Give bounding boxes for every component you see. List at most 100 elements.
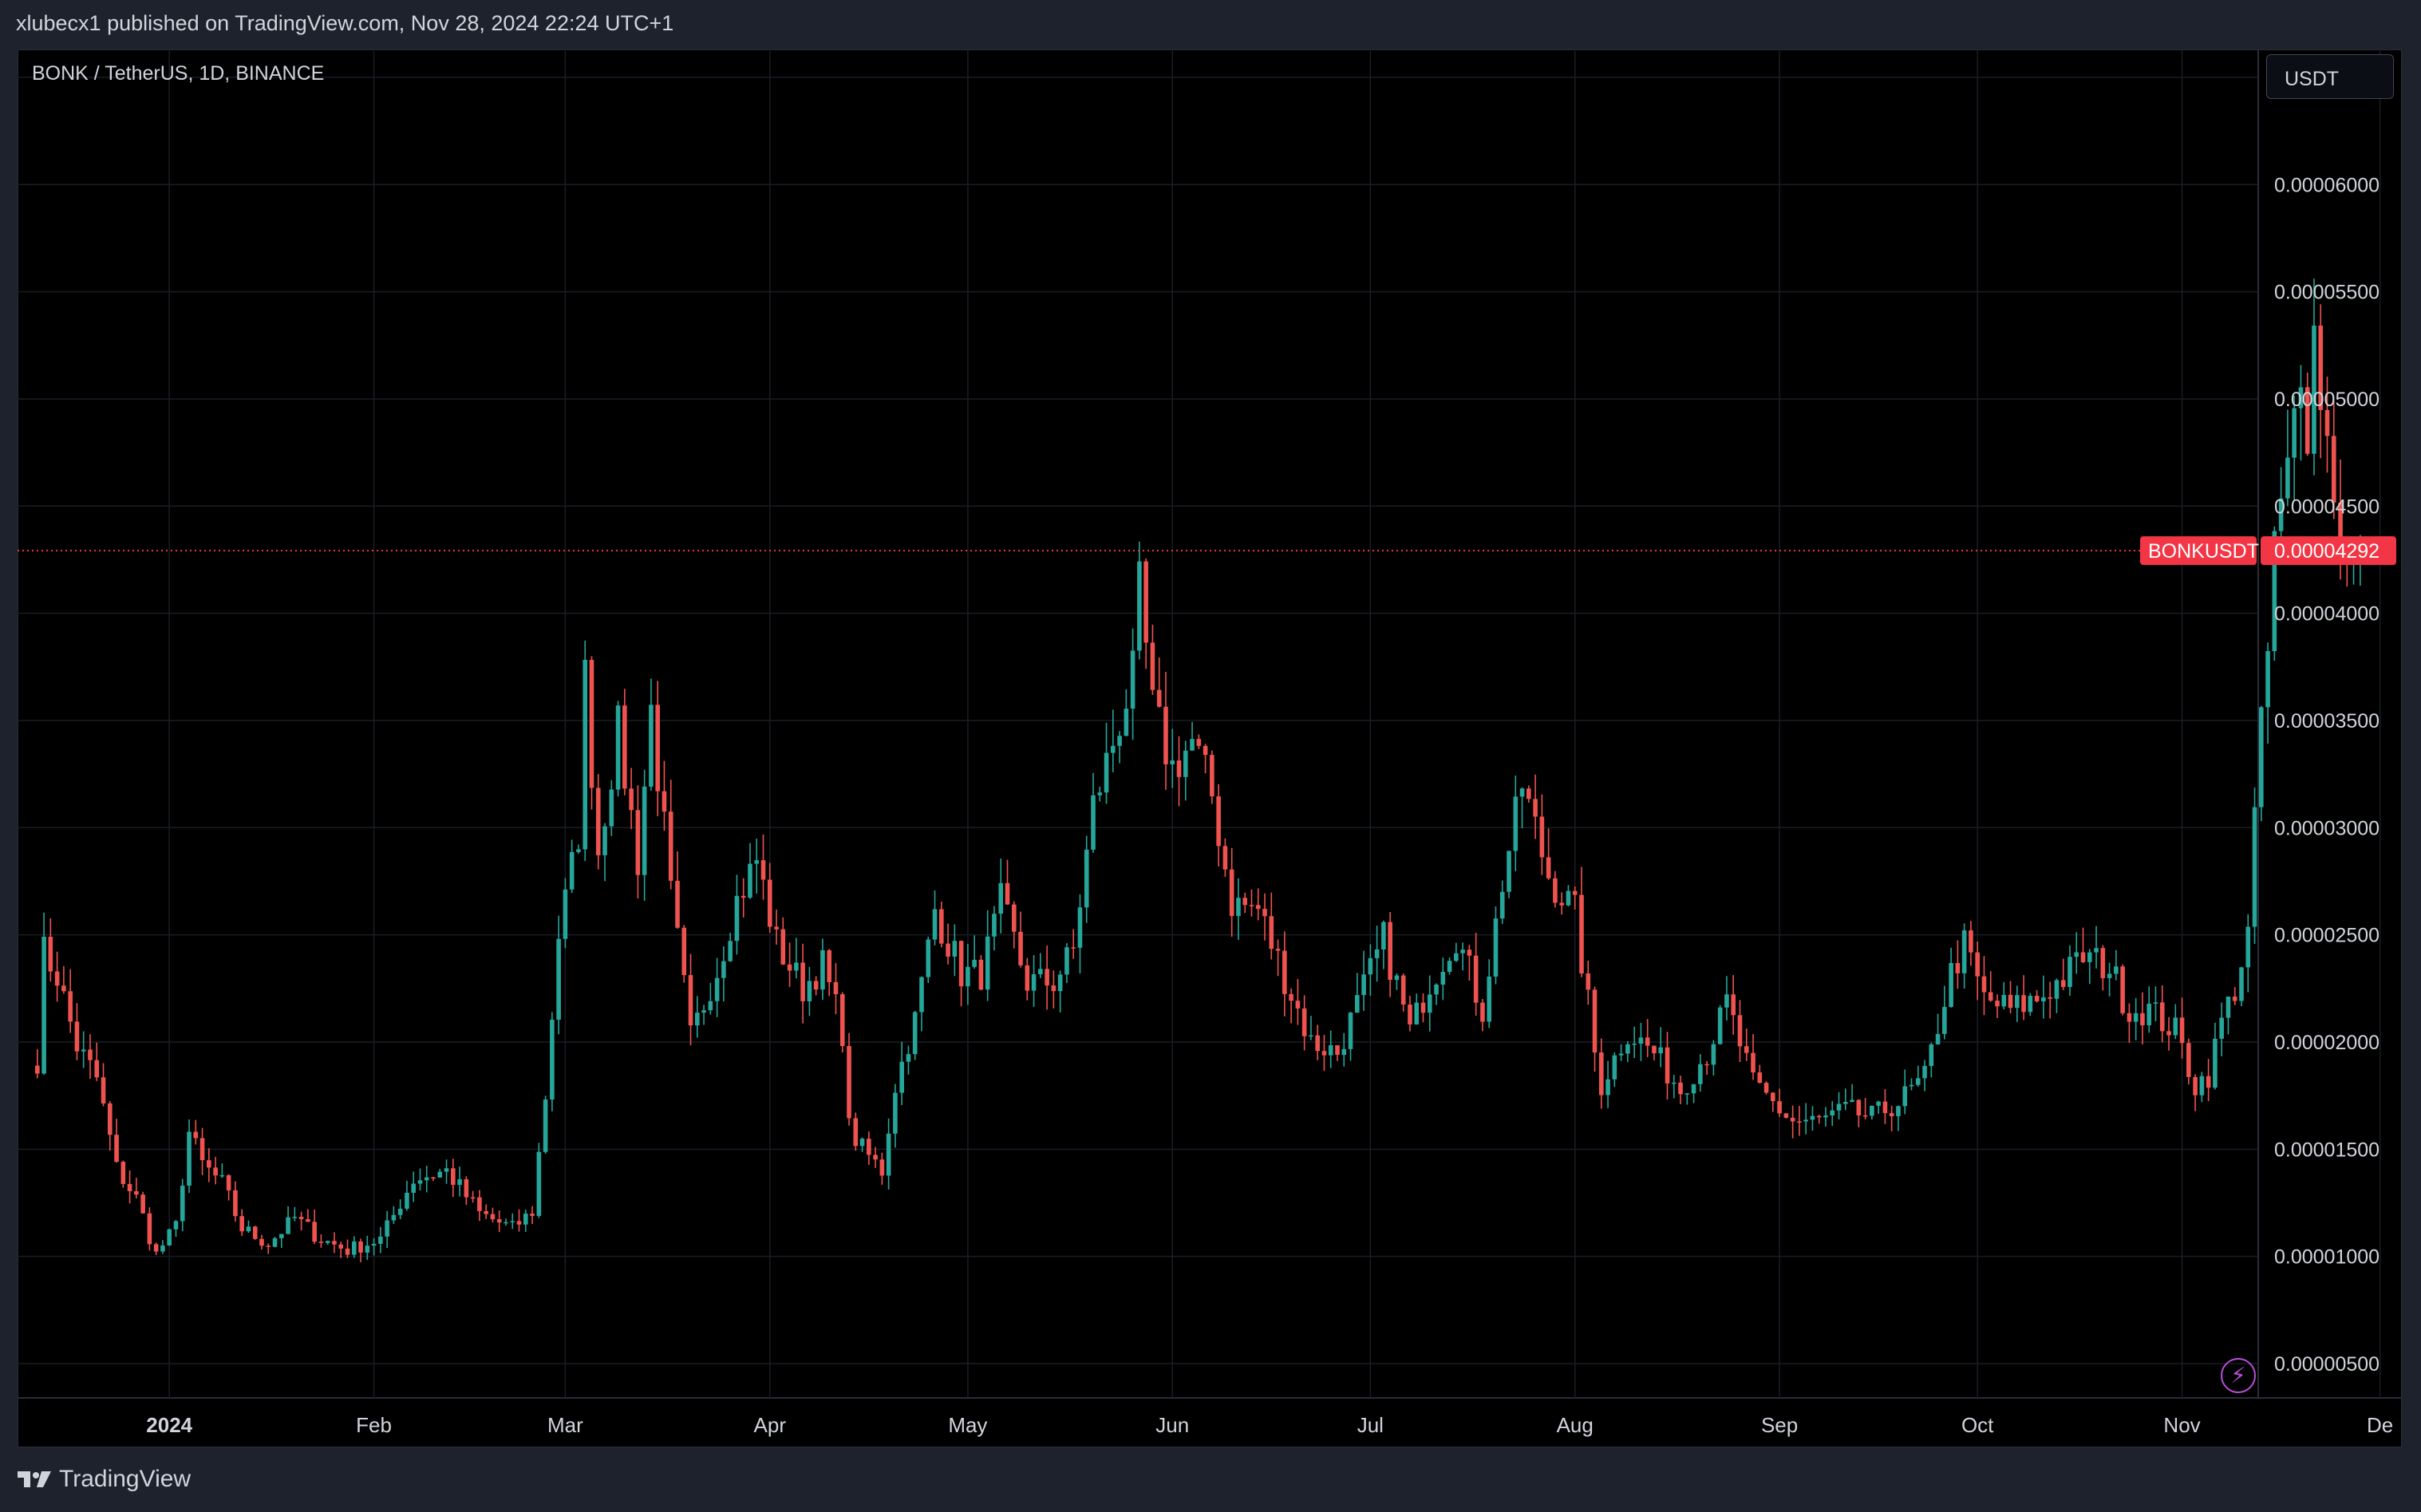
candle <box>1289 988 1293 1024</box>
candle <box>1025 957 1030 1001</box>
candle <box>2312 278 2316 476</box>
candle <box>1057 970 1063 1013</box>
candle <box>88 1034 93 1080</box>
candle <box>1091 772 1096 853</box>
candle <box>298 1211 304 1231</box>
candle <box>556 915 561 1035</box>
candle <box>906 1045 911 1075</box>
candle <box>1210 750 1214 804</box>
candle <box>595 774 601 870</box>
candle <box>338 1242 344 1258</box>
time-tick-label: Feb <box>356 1413 392 1437</box>
candle <box>312 1209 317 1245</box>
candle <box>1981 956 1987 1016</box>
candle <box>1559 892 1564 915</box>
candle <box>1691 1084 1696 1103</box>
candle <box>966 944 970 1005</box>
footer-brand[interactable]: TradingView <box>16 1466 191 1493</box>
candle <box>2159 985 2165 1043</box>
candle <box>516 1209 522 1232</box>
candle <box>1361 950 1366 1012</box>
symbol-legend[interactable]: BONK / TetherUS, 1D, BINANCE <box>32 62 325 85</box>
candle <box>2245 914 2251 993</box>
candle <box>569 839 575 894</box>
chart-frame[interactable] <box>18 49 2402 1447</box>
candle <box>1420 993 1426 1023</box>
candle <box>411 1171 416 1202</box>
candle <box>1236 878 1241 940</box>
candle <box>1341 1032 1347 1067</box>
time-tick-label: May <box>948 1413 987 1437</box>
candle <box>1335 1044 1340 1061</box>
price-tick-label: 0.00003000 <box>2274 817 2380 839</box>
candle <box>167 1228 172 1246</box>
candle <box>1836 1092 1842 1120</box>
candle <box>1440 957 1446 1001</box>
candle <box>1955 940 1961 989</box>
candle <box>1011 901 1017 949</box>
candle <box>1427 975 1432 1032</box>
candle <box>391 1206 397 1224</box>
candle <box>1526 785 1531 803</box>
candle <box>1942 985 1947 1040</box>
candle <box>2304 372 2310 456</box>
price-axis: 0.00006000 0.00005500 0.00005000 0.00004500… <box>2274 174 2380 1376</box>
candle <box>1777 1088 1782 1117</box>
candle <box>1031 955 1037 1007</box>
candle <box>272 1237 278 1248</box>
candle <box>886 1118 891 1190</box>
candle <box>1618 1044 1624 1061</box>
candle <box>1519 787 1525 829</box>
candle <box>286 1206 290 1235</box>
candle <box>2193 1074 2198 1111</box>
footer-brand-text: TradingView <box>59 1466 192 1492</box>
candle <box>972 935 977 969</box>
candle <box>1355 973 1360 1013</box>
candle <box>1605 1060 1610 1108</box>
price-tick-label: 0.00002500 <box>2274 925 2380 947</box>
candle <box>1790 1105 1795 1139</box>
candle <box>1190 721 1195 751</box>
candle <box>1447 957 1452 975</box>
candle <box>1124 689 1129 736</box>
candle <box>239 1209 244 1237</box>
candle <box>899 1041 904 1105</box>
candle <box>1830 1101 1835 1127</box>
candle <box>701 1005 706 1025</box>
candle <box>728 933 733 962</box>
candle <box>839 992 845 1053</box>
candle <box>748 843 752 899</box>
candle <box>589 656 594 810</box>
candle <box>180 1178 185 1232</box>
candle <box>417 1168 423 1190</box>
candle <box>1493 906 1499 985</box>
candle <box>1539 794 1545 875</box>
candle <box>2008 981 2013 1014</box>
candle <box>1104 722 1109 804</box>
time-tick-label: Nov <box>2163 1413 2200 1437</box>
candle <box>1321 1034 1327 1072</box>
candle <box>807 966 812 1017</box>
candle <box>1507 851 1511 898</box>
candle <box>279 1234 284 1249</box>
candle <box>741 878 746 918</box>
candle <box>2015 985 2020 1022</box>
candle <box>939 901 944 948</box>
candle <box>629 768 634 830</box>
candle <box>246 1220 251 1234</box>
candle <box>477 1190 482 1222</box>
lightning-icon[interactable]: ⚡ <box>2221 1358 2256 1393</box>
candle <box>1454 942 1459 962</box>
candle <box>958 940 964 1007</box>
candle <box>1242 892 1248 914</box>
currency-button[interactable]: USDT <box>2266 54 2394 99</box>
time-tick-label: Aug <box>1557 1413 1594 1437</box>
last-price-value-badge <box>2261 536 2396 566</box>
candle <box>2324 377 2330 473</box>
candle <box>2094 926 2099 969</box>
candle <box>371 1238 377 1256</box>
candle <box>1737 1000 1743 1063</box>
candle <box>1275 939 1281 977</box>
candle <box>332 1232 337 1253</box>
